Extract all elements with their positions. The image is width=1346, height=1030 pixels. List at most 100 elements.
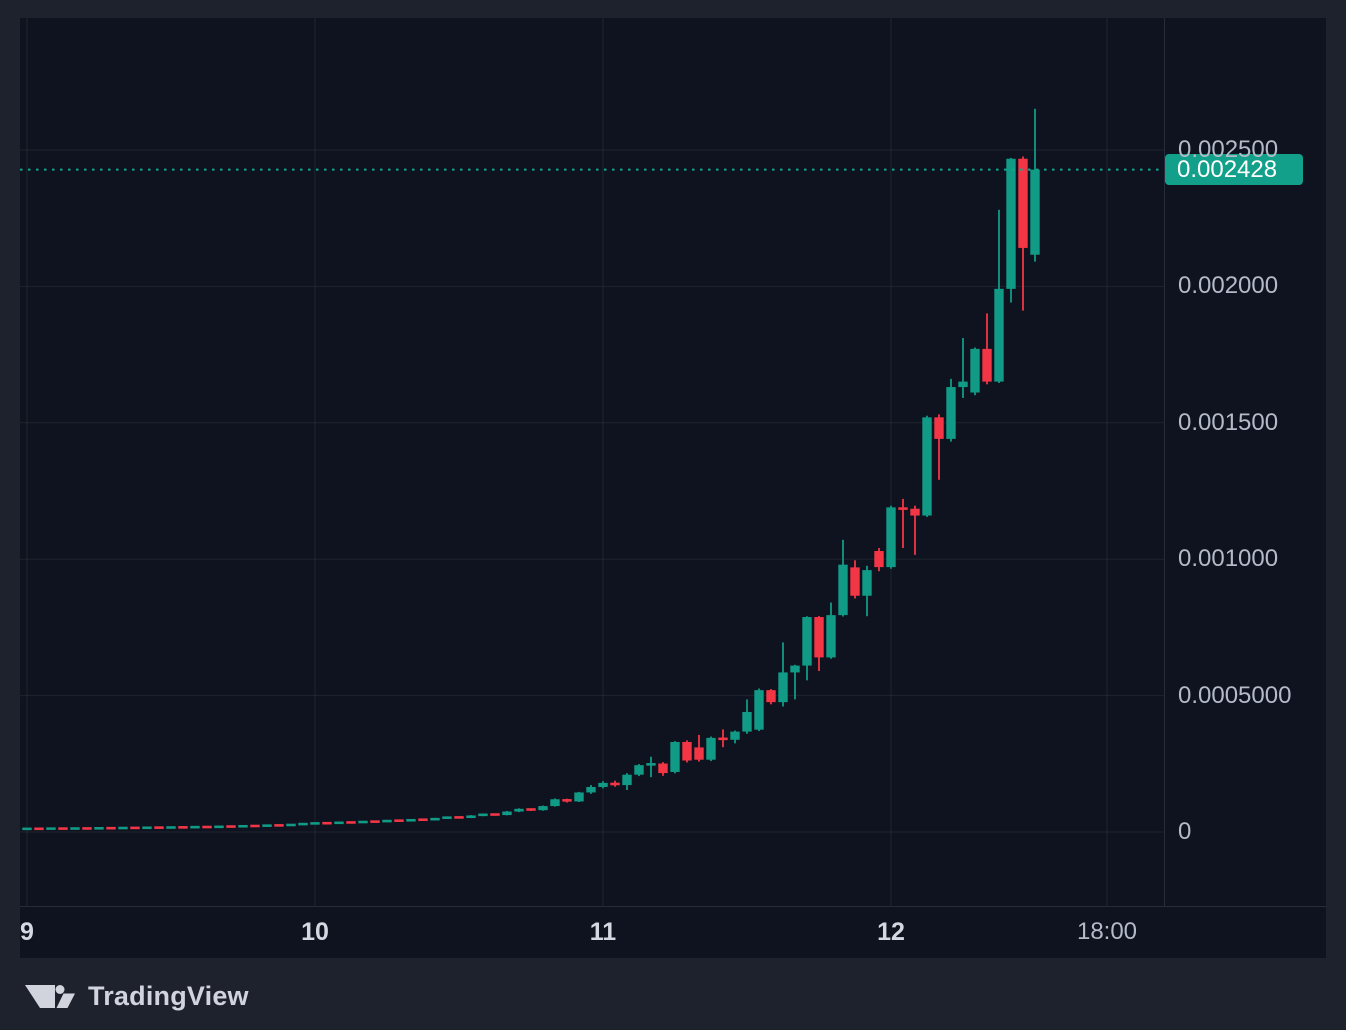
- candle-body: [202, 825, 212, 829]
- candle-body: [778, 672, 788, 703]
- candle-body: [526, 808, 536, 811]
- candle-body: [706, 737, 716, 760]
- candle-body: [622, 774, 632, 786]
- candle-body: [166, 826, 176, 829]
- candle-body: [478, 813, 488, 817]
- candle-body: [994, 288, 1004, 382]
- price-scale[interactable]: 0.002428 0.002500 0.002000 0.001500 0.00100…: [1164, 18, 1326, 906]
- time-scale-label: 12: [877, 918, 905, 946]
- candle-body: [358, 820, 368, 824]
- time-scale-label: 18:00: [1076, 918, 1138, 945]
- chart-plot-area[interactable]: [20, 18, 1164, 906]
- candle-body: [286, 823, 296, 827]
- candle-body: [754, 690, 764, 730]
- candle-body: [610, 782, 620, 786]
- candle-body: [250, 824, 260, 828]
- chart-footer: TradingView: [25, 978, 249, 1014]
- time-scale-label: 9: [20, 918, 34, 946]
- candle-body: [454, 816, 464, 819]
- candle-body: [94, 827, 104, 830]
- candle-body: [922, 417, 932, 516]
- candle-body: [58, 827, 68, 830]
- candle-body: [694, 747, 704, 760]
- candle-body: [838, 564, 848, 616]
- candle-body: [382, 819, 392, 823]
- candle-body: [514, 808, 524, 812]
- candle-body: [310, 822, 320, 825]
- candle-body: [322, 821, 332, 825]
- candle-body: [898, 507, 908, 510]
- time-scale[interactable]: 9 10 11 12 18:00: [20, 906, 1326, 958]
- price-scale-label: 0.001500: [1178, 408, 1279, 436]
- candle-body: [334, 821, 344, 825]
- candle-body: [946, 387, 956, 439]
- tradingview-logo-text: TradingView: [88, 980, 249, 1011]
- candle-body: [274, 824, 284, 827]
- candle-body: [406, 818, 416, 822]
- candle-body: [106, 826, 116, 830]
- candle-body: [670, 741, 680, 772]
- candle-body: [34, 827, 44, 831]
- price-scale-label: 0.001000: [1178, 545, 1279, 573]
- candle-body: [1006, 158, 1016, 289]
- last-price-value: 0.002428: [1177, 156, 1278, 184]
- candle-body: [538, 806, 548, 811]
- candle-body: [490, 813, 500, 816]
- candle-body: [118, 826, 128, 830]
- candle-body: [442, 816, 452, 819]
- candle-body: [766, 690, 776, 703]
- candle-body: [214, 825, 224, 829]
- candle-body: [742, 711, 752, 732]
- candle-body: [982, 348, 992, 382]
- candle-body: [826, 615, 836, 658]
- candle-body: [658, 763, 668, 774]
- candle-body: [394, 819, 404, 822]
- candle-body: [958, 381, 968, 388]
- candle-body: [862, 570, 872, 596]
- time-scale-label: 10: [301, 918, 329, 946]
- candle-body: [226, 825, 236, 828]
- price-scale-label: 0.002000: [1178, 272, 1279, 300]
- candle-body: [70, 827, 80, 830]
- candle-body: [418, 818, 428, 822]
- candle-body: [550, 799, 560, 807]
- candle-body: [190, 825, 200, 829]
- candle-body: [850, 567, 860, 596]
- candle-body: [466, 815, 476, 819]
- candle-body: [874, 551, 884, 568]
- candle-body: [562, 799, 572, 802]
- time-scale-label: 11: [589, 918, 617, 946]
- candle-body: [1030, 169, 1040, 255]
- candle-body: [298, 822, 308, 826]
- candle-body: [814, 617, 824, 658]
- price-scale-label: 0: [1178, 818, 1192, 845]
- candle-body: [262, 824, 272, 827]
- candle-body: [886, 507, 896, 568]
- candle-body: [646, 763, 656, 766]
- price-scale-label: 0.002500: [1178, 136, 1279, 163]
- candle-body: [730, 731, 740, 740]
- candle-body: [790, 665, 800, 673]
- candle-body: [238, 824, 248, 828]
- candle-body: [154, 826, 164, 829]
- candle-body: [586, 786, 596, 793]
- candle-body: [970, 348, 980, 393]
- candle-body: [718, 737, 728, 741]
- candle-body: [682, 741, 692, 761]
- tradingview-logo-link[interactable]: TradingView: [25, 981, 249, 1012]
- last-price-badge: 0.002428: [1165, 154, 1303, 186]
- candle-body: [178, 826, 188, 829]
- price-scale-label: 0.0005000: [1178, 681, 1292, 709]
- candle-body: [142, 826, 152, 830]
- candle-body: [82, 827, 92, 830]
- candle-body: [598, 782, 608, 787]
- candle-body: [430, 817, 440, 821]
- candle-body: [934, 417, 944, 439]
- candle-body: [502, 811, 512, 816]
- candle-body: [370, 820, 380, 823]
- candle-body: [910, 508, 920, 516]
- candle-body: [22, 827, 32, 831]
- candle-body: [130, 826, 140, 830]
- candle-body: [346, 821, 356, 824]
